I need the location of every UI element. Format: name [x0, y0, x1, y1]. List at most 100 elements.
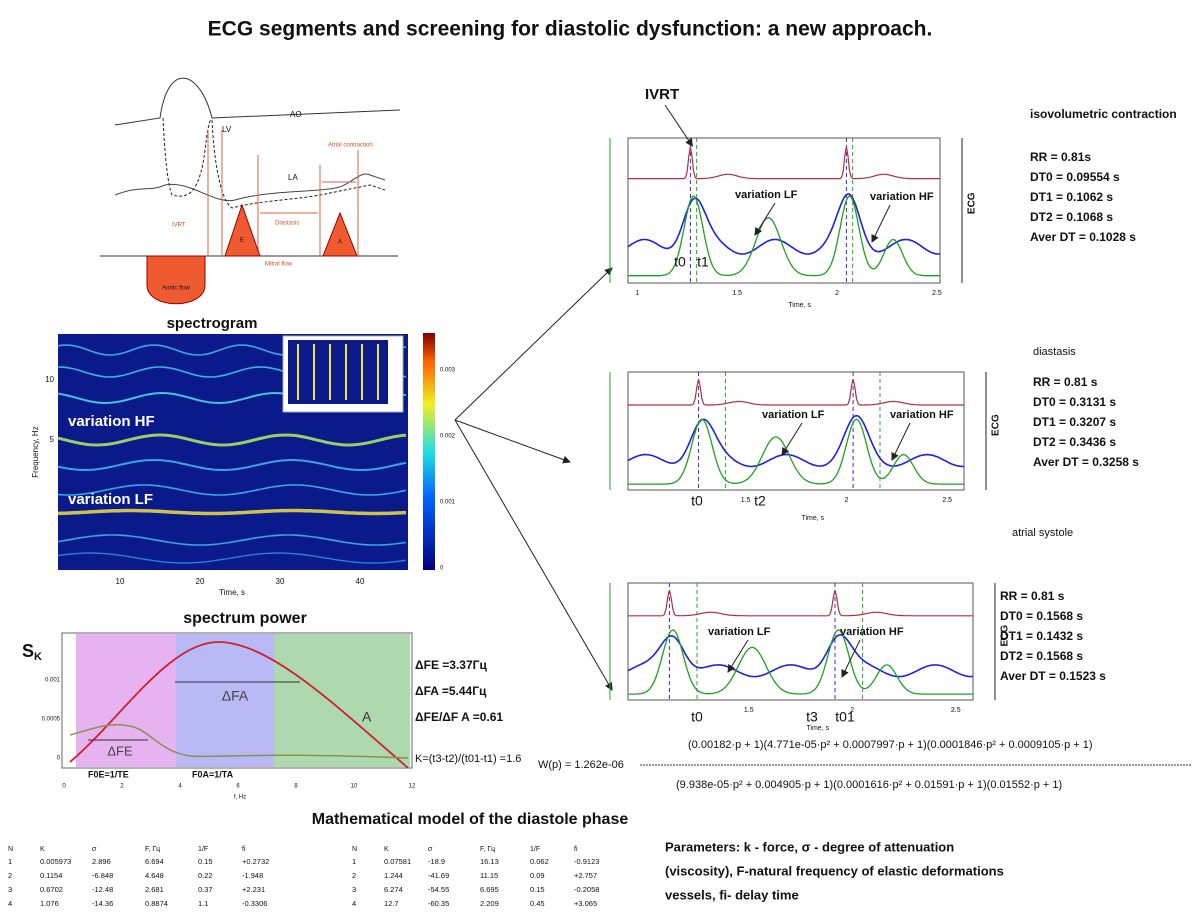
power-y-tick: 0.001: [45, 678, 61, 684]
table-header: F, Гц: [480, 846, 495, 853]
colorbar-tick: 0.002: [440, 434, 456, 440]
hf-annotation: variation HF: [840, 626, 904, 638]
power-y-tick: 0: [57, 756, 61, 762]
colorbar-tick: 0.003: [440, 368, 456, 374]
arrow: [454, 419, 613, 691]
label-lv: LV: [222, 125, 232, 134]
table-cell: -0.2058: [574, 885, 599, 894]
spec-y-tick: 5: [50, 435, 55, 444]
band-a-label: F0A=1/TA: [192, 769, 234, 779]
band-line: [57, 552, 407, 564]
table-cell: -0.3306: [242, 899, 267, 908]
spec-x-tick: 20: [196, 577, 205, 586]
table-cell: 0.15: [530, 885, 545, 894]
panel-param: DT2 = 0.3436 s: [1033, 435, 1116, 449]
panel-param: DT2 = 0.1068 s: [1030, 210, 1113, 224]
time-marker: t0: [691, 709, 703, 725]
annotation-arrow: [754, 202, 776, 236]
table-cell: +2.231: [242, 885, 265, 894]
a-wave: [322, 211, 358, 257]
spec-x-tick: 40: [356, 577, 365, 586]
band-e-label: F0E=1/TE: [88, 769, 129, 779]
arrow: [454, 267, 613, 421]
table-cell: -0.9123: [574, 857, 599, 866]
panel-x-tick: 1.5: [744, 707, 754, 714]
aortic-flow-shape: [146, 255, 206, 305]
table-cell: 2: [352, 871, 356, 880]
power-x-tick: 12: [409, 784, 416, 790]
power-title: spectrum power: [183, 610, 307, 627]
time-marker: t0: [674, 254, 686, 270]
table-cell: 0.1154: [40, 871, 62, 880]
annotation-arrow: [781, 422, 803, 456]
colorbar-tick: 0.001: [440, 500, 456, 506]
signal: [628, 589, 973, 617]
panel-x-tick: 2.5: [932, 290, 942, 297]
table-header: K: [384, 846, 389, 853]
table-cell: +0.2732: [242, 857, 269, 866]
power-curve-a: [69, 641, 409, 769]
sk-symbol: SK: [22, 641, 42, 663]
ao-curve: [114, 77, 401, 126]
spec-x-tick: 10: [116, 577, 125, 586]
band-a: [274, 634, 410, 767]
table-cell: 6.695: [480, 885, 499, 894]
signal: [627, 193, 941, 255]
signal: [628, 629, 973, 695]
spec-x-label: Time, s: [219, 588, 245, 597]
lf-label: variation LF: [68, 491, 153, 508]
annotation-arrow: [841, 639, 861, 678]
panel-x-tick: 2.5: [942, 497, 952, 504]
panel-x-tick: 2: [844, 497, 848, 504]
band-line: [57, 484, 407, 496]
table-header: N: [8, 846, 13, 853]
table-cell: 1.244: [384, 871, 403, 880]
parameter-line: vessels, fi- delay time: [665, 887, 799, 902]
colorbar: [423, 333, 435, 570]
time-marker: t2: [754, 493, 766, 509]
spec-y-label: Frequency, Hz: [31, 426, 40, 477]
table-cell: 16.13: [480, 857, 499, 866]
table-cell: 6.274: [384, 885, 403, 894]
panel-ecg-label: ECG: [991, 414, 1002, 436]
lf-annotation: variation LF: [708, 626, 771, 638]
table-header: F, Гц: [145, 846, 160, 853]
panel-ecg-label: ECG: [967, 192, 978, 214]
power-x-tick: 6: [236, 784, 240, 790]
table-cell: +2.757: [574, 871, 597, 880]
time-marker: t01: [835, 709, 855, 725]
table-header: 1/F: [198, 846, 208, 853]
table-header: N: [352, 846, 357, 853]
power-x-label: f, Hz: [234, 795, 246, 801]
table-cell: -18.9: [428, 857, 445, 866]
model-parameters: Parameters: k - force, σ - degree of att…: [665, 839, 1004, 902]
panel-title: atrial systole: [1012, 527, 1073, 539]
table-cell: -1.948: [242, 871, 263, 880]
e-wave: [224, 203, 261, 257]
heart-diagram: AO LV LA Atrial contraction IVRT Diastas…: [100, 77, 401, 305]
panel-param: DT2 = 0.1568 s: [1000, 649, 1083, 663]
parameter-line: Parameters: k - force, σ - degree of att…: [665, 839, 954, 854]
delta-e-curve: ΔFE: [107, 743, 133, 758]
signal: [628, 418, 964, 485]
table-cell: 2.209: [480, 899, 499, 908]
band-line: [57, 534, 407, 546]
annotation-arrow: [871, 204, 891, 243]
power-x-tick: 2: [120, 784, 124, 790]
label-diastasis: Diastasis: [275, 221, 299, 227]
table-cell: +3.065: [574, 899, 597, 908]
table-cell: -6.848: [92, 871, 113, 880]
tf-denominator: (9.938e-05·p² + 0.004905·p + 1)(0.000161…: [676, 779, 1062, 791]
lf-annotation: variation LF: [762, 409, 825, 421]
panel-param: DT1 = 0.1432 s: [1000, 629, 1083, 643]
time-marker: t0: [691, 493, 703, 509]
sk-main: S: [22, 641, 34, 661]
delta-line: ΔFA =5.44Гц: [415, 684, 487, 698]
panel-frame: [627, 582, 974, 701]
power-x-tick: 0: [62, 784, 66, 790]
poster-title: ECG segments and screening for diastolic…: [208, 18, 933, 41]
panel-x-tick: 2: [835, 290, 839, 297]
inset-image: [288, 340, 388, 404]
panel-x-tick: 1.5: [732, 290, 742, 297]
delta-a-curve: ΔFA: [222, 688, 249, 704]
